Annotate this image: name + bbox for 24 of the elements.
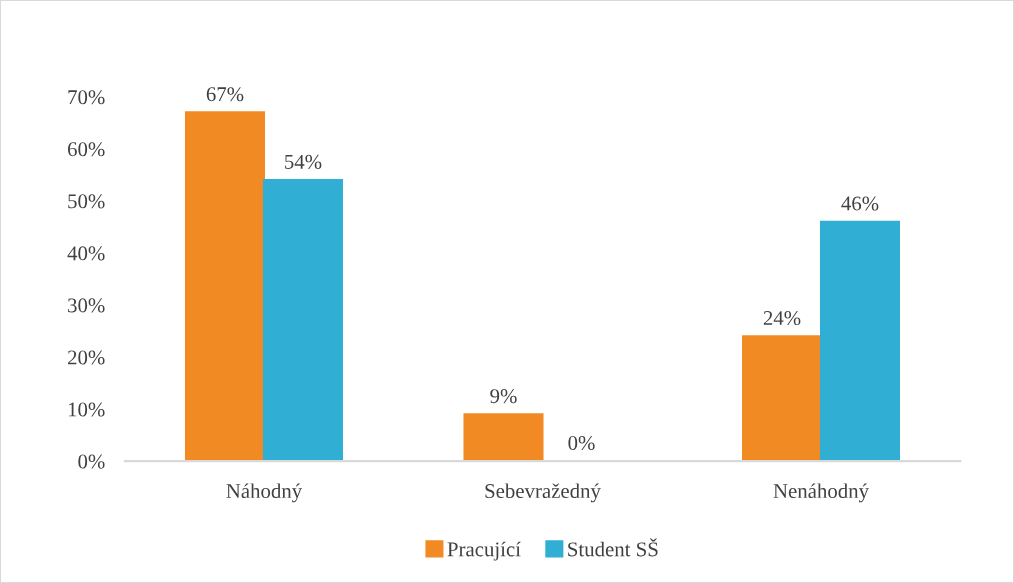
bar — [741, 335, 823, 462]
data-label: 24% — [763, 310, 801, 326]
bar — [184, 111, 266, 462]
data-label: 9% — [490, 389, 517, 404]
y-tick-label: 60% — [67, 142, 105, 157]
x-tick-label: Sebevražedný — [485, 483, 601, 503]
y-tick-label: 40% — [67, 246, 105, 261]
x-tick-label: Nenáhodný — [773, 483, 869, 503]
y-tick-label: 10% — [68, 402, 105, 417]
bar — [262, 179, 343, 462]
y-tick-label: 30% — [68, 298, 105, 313]
data-label: 67% — [206, 87, 244, 102]
data-label: 54% — [285, 154, 322, 169]
y-tick-label: 0% — [78, 454, 105, 469]
legend-label: Student SŠ — [568, 538, 658, 557]
bar — [463, 413, 544, 462]
x-tick-label: Náhodný — [226, 483, 303, 503]
data-label: 46% — [841, 196, 879, 211]
bar — [819, 220, 901, 462]
data-label: 0% — [568, 435, 595, 451]
y-tick-label: 70% — [68, 90, 105, 105]
legend-label: Pracující — [447, 541, 521, 561]
y-tick-label: 50% — [68, 194, 105, 209]
y-tick-label: 20% — [68, 350, 105, 365]
